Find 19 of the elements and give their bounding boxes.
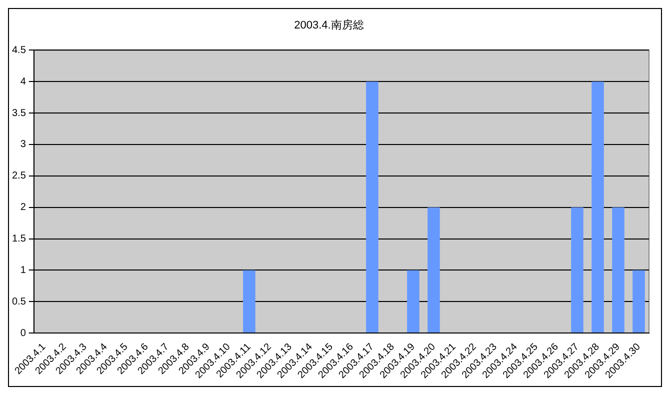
y-tick-label: 1.5 xyxy=(12,234,26,245)
bar xyxy=(428,207,440,333)
y-tick-label: 2 xyxy=(20,202,26,214)
y-tick-label: 0.5 xyxy=(12,296,26,308)
bar xyxy=(632,270,645,333)
y-tick-label: 3.5 xyxy=(12,108,26,119)
bar xyxy=(366,82,378,333)
bar xyxy=(592,82,604,333)
bar xyxy=(243,270,256,333)
y-tick-label: 4 xyxy=(20,76,26,88)
bar xyxy=(571,207,584,333)
y-tick-label: 1 xyxy=(20,264,26,276)
bar xyxy=(612,207,624,333)
bar xyxy=(407,270,420,333)
chart-title: 2003.4.南房総 xyxy=(294,18,364,32)
y-tick-label: 4.5 xyxy=(12,44,26,56)
y-tick-label: 3 xyxy=(20,139,26,150)
y-tick-label: 0 xyxy=(20,328,26,339)
y-tick-label: 2.5 xyxy=(12,170,26,182)
